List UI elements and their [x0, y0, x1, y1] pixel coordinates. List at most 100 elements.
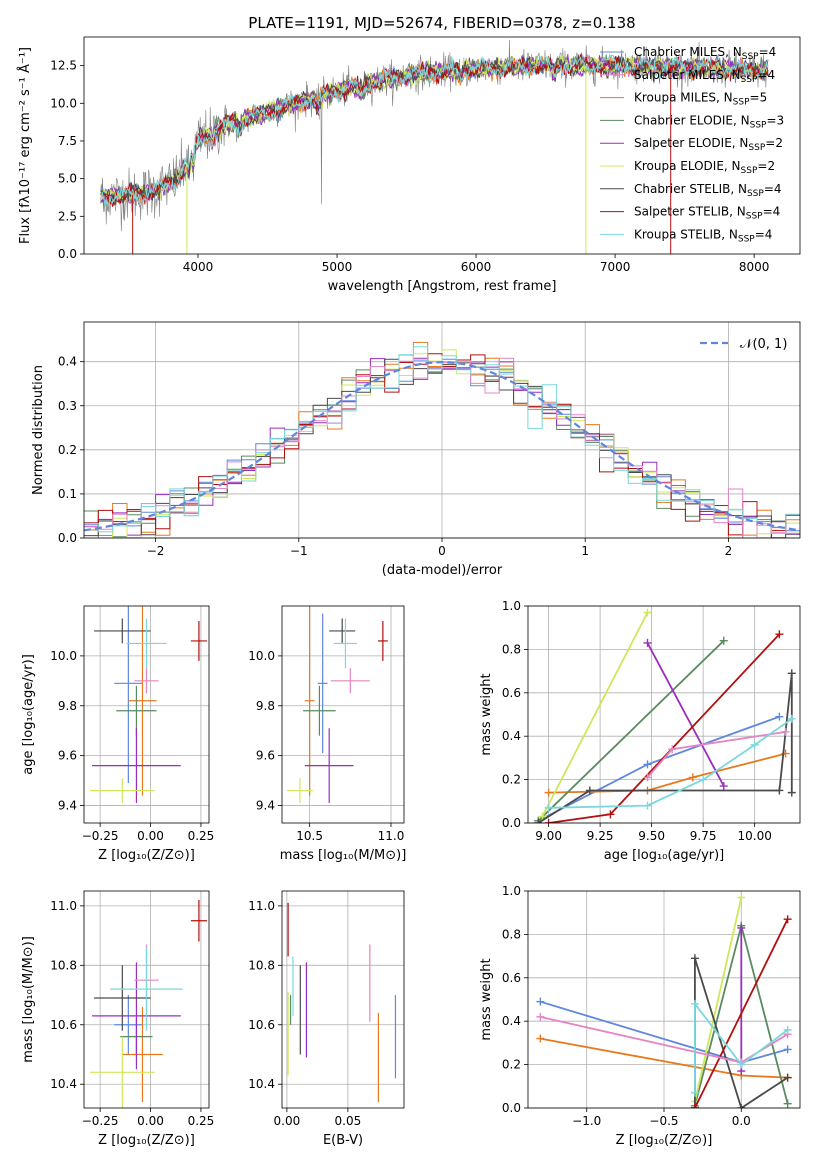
- x-tick-label: 10.5: [296, 829, 323, 843]
- y-tick-label: 0.2: [58, 443, 77, 457]
- y-tick-label: 2.5: [58, 209, 77, 223]
- weight-marker: [737, 923, 746, 932]
- x-axis-label: wavelength [Angstrom, rest frame]: [328, 279, 557, 294]
- weight-marker: [643, 608, 652, 617]
- weight-line: [541, 612, 649, 817]
- legend-label: Chabrier ELODIE, NSSP=3: [634, 113, 784, 130]
- y-tick-label: 10.8: [50, 958, 77, 972]
- x-axis-label: (data-model)/error: [382, 563, 503, 578]
- weight-marker: [544, 788, 553, 797]
- x-tick-label: 5000: [322, 260, 353, 274]
- weight-marker: [690, 1104, 699, 1108]
- y-tick-label: 10.6: [50, 1018, 77, 1032]
- x-axis-label: E(B-V): [323, 1133, 363, 1148]
- x-tick-label: −2: [147, 544, 165, 558]
- x-tick-label: 0.00: [274, 1114, 301, 1128]
- x-tick-label: 10.00: [737, 829, 771, 843]
- legend-label: Chabrier MILES, NSSP=4: [634, 45, 776, 62]
- legend-label: Kroupa STELIB, NSSP=4: [634, 227, 772, 244]
- panel-age-vs-mass: 10.5 11.0 9.4 9.6 9.8 10.0 mass [log₁₀(M/M⊙)]: [248, 605, 406, 863]
- x-tick-label: 2: [725, 544, 733, 558]
- weight-marker: [775, 630, 784, 639]
- y-tick-label: 0.3: [58, 399, 77, 413]
- y-tick-label: 10.0: [248, 649, 275, 663]
- x-tick-label: −1: [290, 544, 308, 558]
- y-tick-label: 10.0: [50, 96, 77, 110]
- y-tick-label: 10.4: [50, 1077, 77, 1091]
- x-tick-label: 11.0: [378, 829, 405, 843]
- y-tick-label: 0.4: [58, 355, 77, 369]
- weight-marker: [538, 812, 547, 821]
- y-tick-label: 9.6: [58, 749, 77, 763]
- weight-marker: [643, 801, 652, 810]
- panel-mass-vs-z: −0.25 0.00 0.25 10.4 10.6 10.8 11.0 Z [log₁₀(Z/…: [21, 890, 214, 1148]
- weight-marker: [783, 1073, 792, 1082]
- weight-marker: [544, 819, 553, 823]
- weight-marker: [787, 714, 796, 723]
- histogram-step: [84, 349, 800, 538]
- x-tick-label: 8000: [739, 260, 770, 274]
- weight-marker: [787, 669, 796, 678]
- model-spectrum-line: [100, 55, 769, 203]
- y-tick-label: 12.5: [50, 59, 77, 73]
- x-tick-label: 9.50: [638, 829, 665, 843]
- plot-area: [534, 608, 796, 823]
- y-tick-label: 0.6: [502, 971, 521, 985]
- weight-marker: [536, 1012, 545, 1021]
- legend-label: Salpeter ELODIE, NSSP=2: [634, 136, 783, 153]
- y-tick-label: 10.0: [50, 649, 77, 663]
- weight-marker: [737, 893, 746, 902]
- x-axis-label: Z [log₁₀(Z/Z⊙)]: [616, 1133, 713, 1148]
- y-tick-label: 9.4: [256, 799, 275, 813]
- x-tick-label: 4000: [183, 260, 214, 274]
- weight-marker: [699, 775, 708, 784]
- y-tick-label: 9.6: [256, 749, 275, 763]
- x-tick-label: 0.05: [335, 1114, 362, 1128]
- weight-marker: [737, 1104, 746, 1108]
- weight-marker: [643, 773, 652, 782]
- x-tick-label: 0.00: [137, 829, 164, 843]
- plot-area: [287, 902, 397, 1103]
- weight-line: [548, 752, 786, 794]
- x-tick-label: −1.0: [572, 1114, 601, 1128]
- weight-marker: [719, 636, 728, 645]
- weight-marker: [787, 788, 796, 797]
- x-tick-label: 9.00: [535, 829, 562, 843]
- panel-weight-vs-z: −1.0 −0.5 0.0 0.0 0.2 0.4 0.6 0.8 1.0 Z [log₁₀(Z/…: [479, 884, 801, 1148]
- y-tick-label: 5.0: [58, 172, 77, 186]
- legend-label: Kroupa MILES, NSSP=5: [634, 91, 767, 108]
- axes-frame: [83, 36, 801, 255]
- y-tick-label: 0.0: [502, 1101, 521, 1115]
- weight-marker: [668, 745, 677, 754]
- y-tick-label: 10.8: [248, 958, 275, 972]
- y-tick-label: 7.5: [58, 134, 77, 148]
- weight-marker: [783, 1045, 792, 1054]
- weight-marker: [688, 773, 697, 782]
- plot-area: [90, 899, 207, 1108]
- weight-marker: [775, 712, 784, 721]
- weight-marker: [536, 997, 545, 1006]
- y-tick-label: 1.0: [502, 599, 521, 613]
- weight-marker: [690, 954, 699, 963]
- weight-line: [694, 897, 743, 1102]
- y-tick-label: 0.0: [58, 247, 77, 261]
- legend-label: Salpeter MILES, NSSP=4: [634, 68, 775, 85]
- weight-line: [537, 715, 780, 822]
- x-tick-label: −0.5: [649, 1114, 678, 1128]
- y-axis-label: mass weight: [479, 673, 494, 755]
- panel-residuals: −2 −1 0 1 2 0.0 0.1 0.2 0.3 0.4 (data-model)/error…: [31, 321, 801, 578]
- axes-frame: [83, 605, 210, 824]
- y-axis-label: age [log₁₀(age/yr)]: [21, 654, 36, 775]
- plot-area: [286, 606, 388, 804]
- plot-area: [84, 341, 800, 538]
- y-tick-label: 1.0: [502, 884, 521, 898]
- weight-marker: [643, 638, 652, 647]
- y-tick-label: 11.0: [248, 899, 275, 913]
- y-axis-label: mass weight: [479, 958, 494, 1040]
- y-tick-label: 9.8: [58, 699, 77, 713]
- y-tick-label: 0.8: [502, 642, 521, 656]
- y-tick-label: 0.2: [502, 1058, 521, 1072]
- x-axis-label: Z [log₁₀(Z/Z⊙)]: [98, 848, 195, 863]
- y-tick-label: 10.4: [248, 1077, 275, 1091]
